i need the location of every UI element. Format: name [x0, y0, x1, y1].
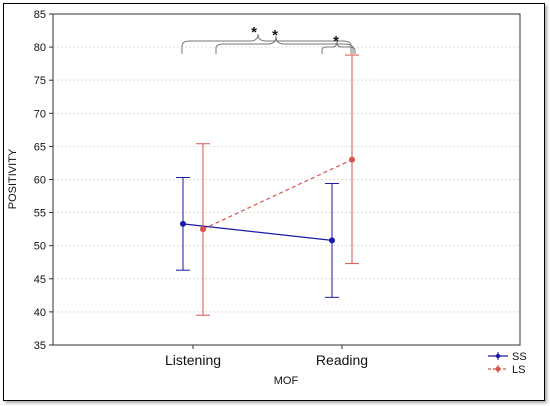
series-ss [176, 177, 339, 298]
bracket-reading [321, 40, 356, 54]
y-tick-label: 75 [34, 75, 46, 87]
significance-star-3: * [333, 33, 339, 50]
y-tick-label: 45 [34, 274, 46, 286]
y-axis-label: POSITIVITY [7, 148, 19, 209]
x-tick-label: Reading [316, 352, 368, 368]
y-tick-label: 40 [34, 307, 46, 319]
data-point [329, 237, 335, 244]
significance-star-2: * [272, 27, 278, 44]
x-axis: Listening Reading [165, 345, 368, 368]
y-tick-label: 80 [34, 42, 46, 54]
y-tick-label: 65 [34, 141, 46, 153]
x-tick-label: Listening [165, 352, 221, 368]
legend-marker [495, 366, 501, 372]
legend-item-ss: SS [488, 351, 527, 363]
legend-marker [495, 353, 501, 359]
series-layer [176, 54, 359, 316]
y-tick-label: 60 [34, 175, 46, 187]
grid-layer [53, 46, 520, 313]
significance-brackets [181, 33, 356, 54]
bracket-listening-reading [181, 33, 352, 54]
y-tick-label: 55 [34, 208, 46, 220]
data-point [349, 156, 355, 163]
series-line [202, 159, 353, 230]
legend-label: SS [512, 351, 527, 363]
bracket-mixed [215, 35, 354, 54]
series-line [182, 223, 333, 242]
data-point [200, 226, 206, 233]
legend-label: LS [512, 364, 525, 376]
chart-frame: 35 40 45 50 55 60 65 70 75 80 85 Listening Reading … [3, 3, 545, 401]
y-tick-label: 50 [34, 241, 46, 253]
y-tick-label: 85 [34, 9, 46, 21]
y-axis: 35 40 45 50 55 60 65 70 75 80 85 [34, 9, 53, 352]
data-point [180, 220, 186, 227]
x-axis-label: MOF [274, 375, 299, 387]
legend-item-ls: LS [488, 364, 525, 376]
significance-star-1: * [251, 24, 257, 41]
series-ls [196, 54, 359, 316]
y-tick-label: 70 [34, 108, 46, 120]
y-tick-label: 35 [34, 340, 46, 352]
